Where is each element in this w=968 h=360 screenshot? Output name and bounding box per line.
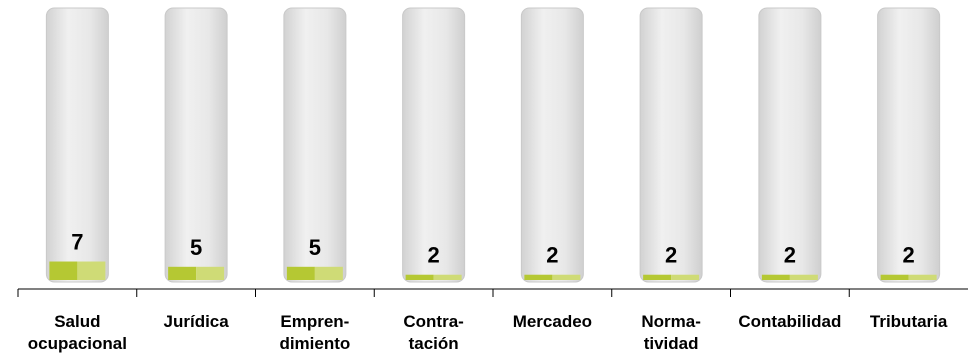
bar-cylinder: [520, 7, 584, 283]
bar-fill: [524, 274, 553, 280]
bar-fill-highlight: [314, 266, 343, 280]
bars-layer: 7 5 5 2 2 2 2 2: [45, 7, 941, 283]
bar-cylinder: [164, 7, 228, 283]
category-label: Contra- tación: [403, 312, 464, 353]
data-label: 2: [546, 243, 558, 268]
data-label: 5: [190, 235, 202, 260]
bar-fill-highlight: [77, 261, 106, 280]
data-label: 2: [784, 243, 796, 268]
data-label: 2: [665, 243, 677, 268]
data-label: 2: [428, 243, 440, 268]
bar-fill: [49, 261, 78, 280]
bar-fill: [761, 274, 790, 280]
bar-cylinder: [402, 7, 466, 283]
bar-fill-highlight: [433, 274, 462, 280]
bar-chart: 7 5 5 2 2 2 2 2: [17, 7, 968, 297]
bar-fill-highlight: [908, 274, 937, 280]
bar-fill: [880, 274, 909, 280]
bar-cylinder: [283, 7, 347, 283]
bar-fill-highlight: [671, 274, 700, 280]
category-label: Norma- tividad: [641, 312, 701, 353]
bar-cylinder: [45, 7, 109, 283]
bar-cylinder: [639, 7, 703, 283]
category-label: Empren- dimiento: [279, 312, 351, 353]
bar-fill: [405, 274, 434, 280]
category-label: Contabilidad: [738, 312, 842, 331]
bar-fill-highlight: [789, 274, 818, 280]
x-axis-ticks: [17, 289, 850, 297]
bar-cylinder: [877, 7, 941, 283]
bar-fill: [168, 266, 197, 280]
category-label: Mercadeo: [512, 312, 593, 331]
bar-fill: [286, 266, 315, 280]
bar-fill-highlight: [552, 274, 581, 280]
bar-fill-highlight: [196, 266, 225, 280]
bar-cylinder: [758, 7, 822, 283]
category-label: Tributaria: [869, 312, 948, 331]
category-label: Salud ocupacional: [27, 312, 127, 353]
data-label: 7: [71, 230, 83, 255]
category-label: Jurídica: [163, 312, 229, 331]
data-label: 2: [903, 243, 915, 268]
bar-fill: [643, 274, 672, 280]
data-label: 5: [309, 235, 321, 260]
